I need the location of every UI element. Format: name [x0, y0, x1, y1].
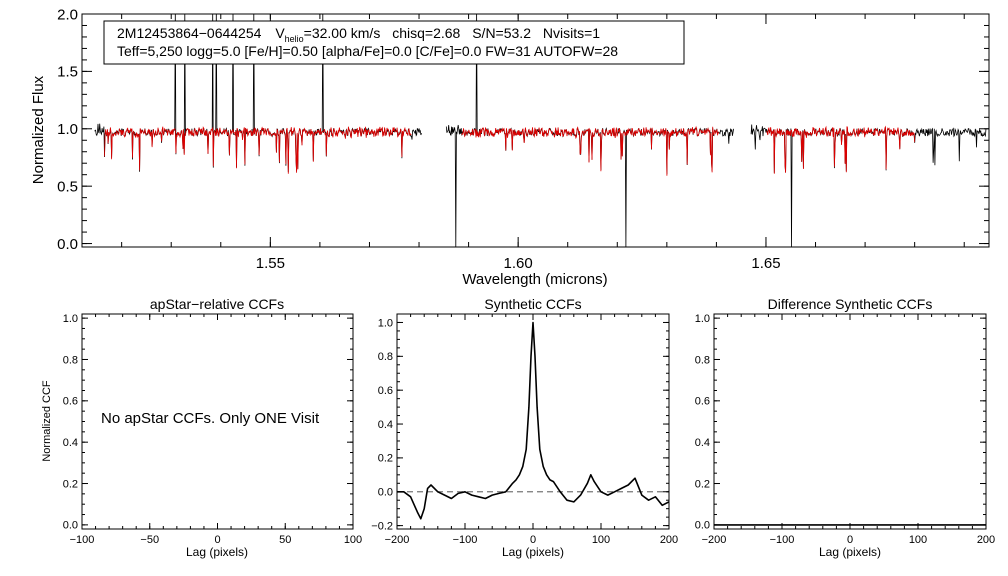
annotation-line-1: 2M12453864−0644254 Vhelio=32.00 km/s chi… — [117, 25, 600, 44]
difference-ccf-y-tick-label: 1.0 — [695, 313, 710, 325]
annotation-box — [103, 20, 685, 65]
synthetic-ccf-x-label: Lag (pixels) — [502, 545, 564, 559]
synthetic-ccf-curve — [397, 321, 669, 520]
synthetic-ccf-frame — [396, 313, 670, 530]
spectrum-x-tick-label: 1.65 — [751, 255, 780, 272]
spectrum-lines — [94, 14, 987, 247]
v-subscript: helio — [285, 34, 304, 44]
synthetic-ccf-y-tick-label: 0.8 — [378, 351, 393, 363]
synthetic-ccf-axes: −200 −100 0 100 200 −0.2 0.0 0.2 0.4 0.6 0.8 1.0 — [371, 313, 678, 546]
difference-ccf-y-tick-label: 0.6 — [695, 396, 710, 408]
spectrum-x-label: Wavelength (microns) — [462, 271, 607, 288]
synthetic-ccf-x-tick-label: −100 — [453, 534, 478, 546]
difference-ccf-axes: −200 −100 0 100 200 0.0 0.2 0.4 0.6 0.8 1.0 — [695, 313, 995, 546]
v-symbol: V — [275, 25, 285, 41]
synthetic-ccf-y-tick-label: 1.0 — [378, 317, 393, 329]
apstar-ccf-y-tick-label: 0.0 — [63, 520, 78, 532]
apstar-ccf-x-tick-label: 0 — [214, 534, 220, 546]
apstar-ccf-x-tick-label: −50 — [140, 534, 159, 546]
difference-ccf-x-tick-label: 200 — [977, 534, 995, 546]
apstar-ccf-x-tick-label: 50 — [279, 534, 291, 546]
difference-ccf-panel: Difference Synthetic CCFs −200 −100 0 100 20… — [695, 296, 995, 559]
apstar-ccf-x-tick-label: −100 — [70, 534, 95, 546]
synthetic-ccf-panel: Synthetic CCFs −200 −100 0 100 200 −0.2 0.0 0.2… — [371, 296, 678, 559]
synthetic-spectrum-segment — [104, 126, 412, 174]
chisq-value: chisq=2.68 — [392, 25, 460, 41]
spectrum-y-label: Normalized Flux — [30, 75, 47, 184]
nvisits-value: Nvisits=1 — [543, 25, 600, 41]
difference-ccf-x-tick-label: 100 — [909, 534, 927, 546]
synthetic-ccf-title: Synthetic CCFs — [484, 296, 581, 312]
difference-ccf-x-label: Lag (pixels) — [819, 545, 881, 559]
synthetic-spectrum-segment — [766, 125, 916, 174]
spectrum-y-tick-label: 0.0 — [57, 236, 78, 253]
apstar-ccf-title: apStar−relative CCFs — [150, 296, 284, 312]
synthetic-ccf-x-tick-label: 100 — [592, 534, 610, 546]
object-id: 2M12453864−0644254 — [117, 25, 262, 41]
synthetic-ccf-lines — [397, 321, 669, 520]
difference-ccf-y-tick-label: 0.0 — [695, 520, 710, 532]
stellar-parameters: Teff=5,250 logg=5.0 [Fe/H]=0.50 [alpha/F… — [117, 43, 618, 59]
apstar-ccf-y-tick-label: 1.0 — [63, 313, 78, 325]
apstar-ccf-y-tick-label: 0.6 — [63, 396, 78, 408]
apstar-ccf-axes: −100 −50 0 50 100 0.0 0.2 0.4 0.6 0.8 1.0 — [63, 313, 362, 546]
synthetic-ccf-y-tick-label: 0.4 — [378, 419, 393, 431]
synthetic-spectrum-segment — [461, 125, 720, 176]
spectrum-x-tick-label: 1.60 — [504, 255, 533, 272]
difference-ccf-x-tick-label: −200 — [702, 534, 727, 546]
snr-value: S/N=53.2 — [472, 25, 531, 41]
spectrum-frame — [81, 13, 990, 248]
synthetic-ccf-y-tick-label: 0.0 — [378, 487, 393, 499]
spectrum-y-tick-label: 1.0 — [57, 121, 78, 138]
apstar-ccf-x-label: Lag (pixels) — [186, 545, 248, 559]
difference-ccf-y-tick-label: 0.8 — [695, 354, 710, 366]
apstar-ccf-panel: apStar−relative CCFs −100 −50 0 50 100 0.0 0.2… — [41, 296, 362, 559]
difference-ccf-x-tick-label: −100 — [770, 534, 795, 546]
apstar-ccf-x-tick-label: 100 — [344, 534, 362, 546]
synthetic-ccf-y-tick-label: 0.2 — [378, 453, 393, 465]
synthetic-ccf-x-tick-label: 200 — [660, 534, 678, 546]
spectrum-y-tick-label: 0.5 — [57, 178, 78, 195]
synthetic-ccf-x-tick-label: −200 — [385, 534, 410, 546]
no-ccf-message: No apStar CCFs. Only ONE Visit — [101, 410, 320, 427]
apstar-ccf-y-tick-label: 0.4 — [63, 437, 78, 449]
difference-ccf-x-tick-label: 0 — [847, 534, 853, 546]
apstar-ccf-y-tick-label: 0.2 — [63, 478, 78, 490]
apstar-ccf-y-tick-label: 0.8 — [63, 354, 78, 366]
v-helio-value: =32.00 km/s — [304, 25, 381, 41]
spectrum-panel: 1.55 1.60 1.65 0.0 0.5 1.0 1.5 2.0 2M12453864−0… — [30, 6, 990, 288]
synthetic-ccf-y-tick-label: −0.2 — [371, 520, 393, 532]
synthetic-ccf-x-tick-label: 0 — [530, 534, 536, 546]
difference-ccf-y-tick-label: 0.4 — [695, 437, 710, 449]
difference-ccf-y-tick-label: 0.2 — [695, 478, 710, 490]
spectrum-y-tick-label: 1.5 — [57, 64, 78, 81]
spectrum-x-tick-label: 1.55 — [256, 255, 285, 272]
difference-ccf-frame — [713, 313, 987, 530]
spectrum-y-tick-label: 2.0 — [57, 6, 78, 23]
difference-ccf-title: Difference Synthetic CCFs — [768, 296, 933, 312]
spectrum-axes: 1.55 1.60 1.65 0.0 0.5 1.0 1.5 2.0 — [57, 6, 989, 272]
ccf-y-label: Normalized CCF — [41, 380, 53, 462]
synthetic-ccf-y-tick-label: 0.6 — [378, 385, 393, 397]
